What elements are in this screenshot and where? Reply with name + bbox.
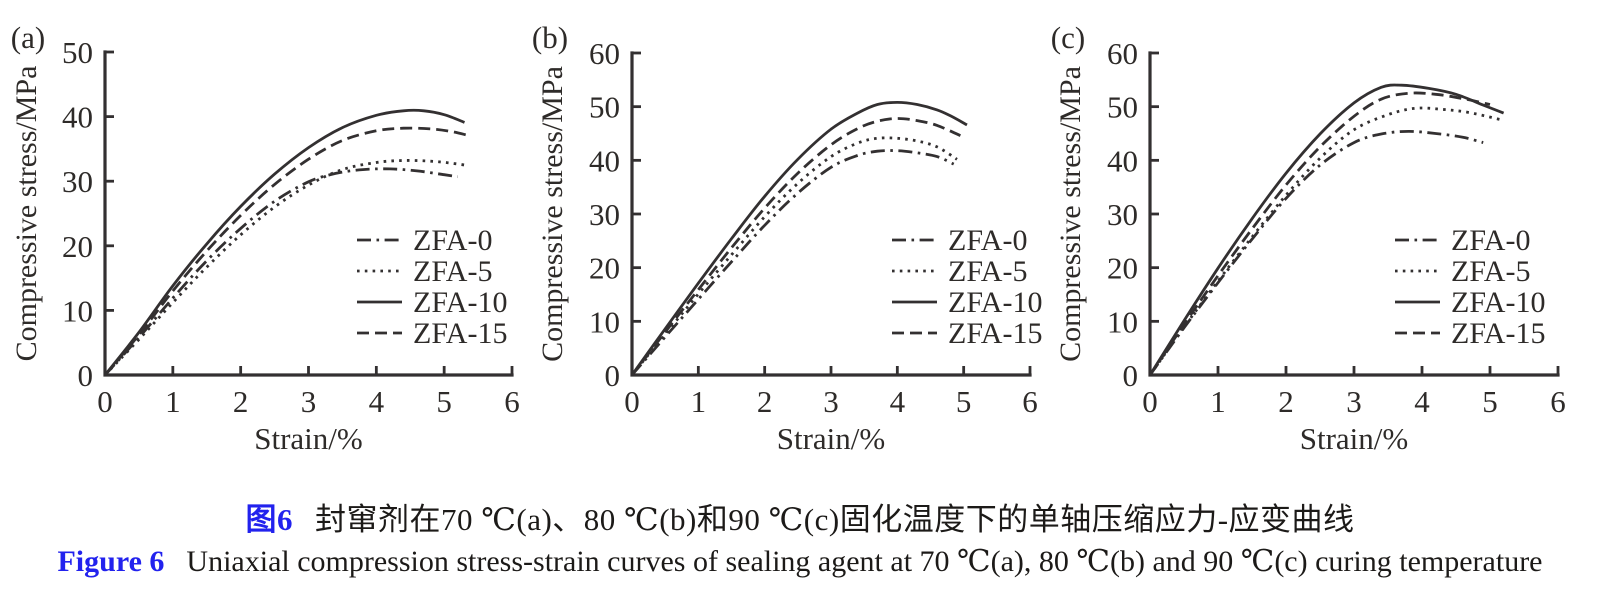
y-axis-title: Compressive stress/MPa	[536, 66, 569, 362]
y-axis-title: Compressive stress/MPa	[1054, 66, 1087, 362]
y-tick-label: 30	[1107, 197, 1138, 232]
x-tick-label: 5	[436, 384, 452, 419]
caption-english: Figure 6 Uniaxial compression stress-stra…	[0, 544, 1600, 579]
x-axis-title: Strain/%	[777, 421, 886, 456]
curve-zfa-15	[1148, 91, 1491, 376]
curve-zfa-15	[103, 126, 469, 376]
legend-label-zfa-0: ZFA-0	[948, 224, 1027, 257]
y-tick-label: 50	[1107, 90, 1138, 125]
curve-zfa-5	[103, 159, 465, 376]
x-tick-label: 5	[1482, 384, 1498, 419]
x-tick-label: 3	[301, 384, 317, 419]
x-tick-label: 6	[504, 384, 520, 419]
y-axis-title: Compressive stress/MPa	[10, 66, 43, 362]
x-tick-label: 6	[1022, 384, 1038, 419]
x-tick-label: 0	[97, 384, 113, 419]
curve-zfa-0	[1148, 129, 1484, 376]
y-tick-label: 30	[62, 164, 93, 199]
x-tick-label: 4	[369, 384, 385, 419]
curve-zfa-10	[103, 108, 466, 376]
x-tick-label: 1	[165, 384, 181, 419]
panel-label: (c)	[1051, 20, 1085, 55]
x-tick-label: 2	[757, 384, 773, 419]
panel-label: (b)	[532, 20, 568, 55]
legend-label-zfa-15: ZFA-15	[1451, 317, 1545, 350]
y-tick-label: 50	[589, 90, 620, 125]
panel-c: 0 10 20 30 40 50 60 0 1 2 3 4 5 6 Strain/% Compressive …	[1051, 20, 1566, 456]
legend-label-zfa-10: ZFA-10	[948, 286, 1042, 319]
curve-zfa-10	[1148, 83, 1505, 376]
legend-label-zfa-5: ZFA-5	[413, 255, 492, 288]
x-tick-label: 1	[1210, 384, 1226, 419]
curve-zfa-10	[630, 100, 968, 376]
x-axis-title: Strain/%	[1300, 421, 1409, 456]
legend-label-zfa-15: ZFA-15	[948, 317, 1042, 350]
curve-zfa-0	[630, 149, 955, 376]
y-tick-label: 20	[1107, 251, 1138, 286]
caption-english-text: Uniaxial compression stress-strain curve…	[186, 545, 1543, 578]
x-tick-label: 5	[956, 384, 972, 419]
y-tick-label: 10	[1107, 304, 1138, 339]
panel-label: (a)	[11, 20, 45, 55]
y-tick-label: 0	[78, 358, 94, 393]
x-axis-title: Strain/%	[254, 421, 363, 456]
x-tick-label: 0	[624, 384, 640, 419]
legend-label-zfa-0: ZFA-0	[413, 224, 492, 257]
x-tick-label: 3	[1346, 384, 1362, 419]
caption-chinese-text: 封窜剂在70 ℃(a)、80 ℃(b)和90 ℃(c)固化温度下的单轴压缩应力-…	[314, 502, 1355, 537]
y-tick-label: 30	[589, 197, 620, 232]
y-tick-label: 40	[1107, 143, 1138, 178]
x-tick-label: 0	[1142, 384, 1158, 419]
caption-english-label: Figure 6	[57, 545, 165, 578]
legend-label-zfa-10: ZFA-10	[1451, 286, 1545, 319]
x-tick-label: 6	[1550, 384, 1566, 419]
curve-zfa-0	[103, 167, 458, 376]
legend-label-zfa-5: ZFA-5	[1451, 255, 1530, 288]
curve-zfa-5	[630, 136, 958, 376]
caption-chinese-label: 图6	[245, 502, 293, 537]
y-tick-label: 50	[62, 35, 93, 70]
y-tick-label: 0	[1123, 358, 1139, 393]
panel-a: 0 10 20 30 40 50 0 1 2 3 4 5 6 Strain/% Compressive st…	[10, 20, 520, 456]
y-tick-label: 10	[589, 304, 620, 339]
y-tick-label: 60	[1107, 36, 1138, 71]
y-tick-label: 0	[605, 358, 621, 393]
y-tick-label: 10	[62, 293, 93, 328]
legend-label-zfa-15: ZFA-15	[413, 317, 507, 350]
x-tick-label: 4	[1414, 384, 1430, 419]
x-tick-label: 1	[691, 384, 707, 419]
y-tick-label: 40	[589, 143, 620, 178]
x-tick-label: 3	[823, 384, 839, 419]
curve-zfa-15	[630, 117, 961, 376]
x-tick-label: 2	[1278, 384, 1294, 419]
legend-label-zfa-5: ZFA-5	[948, 255, 1027, 288]
legend-label-zfa-10: ZFA-10	[413, 286, 507, 319]
legend-label-zfa-0: ZFA-0	[1451, 224, 1530, 257]
curve-zfa-5	[1148, 106, 1501, 376]
x-tick-label: 4	[890, 384, 906, 419]
y-tick-label: 20	[62, 229, 93, 264]
y-tick-label: 20	[589, 251, 620, 286]
caption-chinese: 图6 封窜剂在70 ℃(a)、80 ℃(b)和90 ℃(c)固化温度下的单轴压缩应…	[0, 494, 1600, 539]
y-tick-label: 60	[589, 36, 620, 71]
x-tick-label: 2	[233, 384, 249, 419]
panel-b: 0 10 20 30 40 50 60 0 1 2 3 4 5 6 Strain/% Compressive …	[532, 20, 1043, 456]
y-tick-label: 40	[62, 100, 93, 135]
